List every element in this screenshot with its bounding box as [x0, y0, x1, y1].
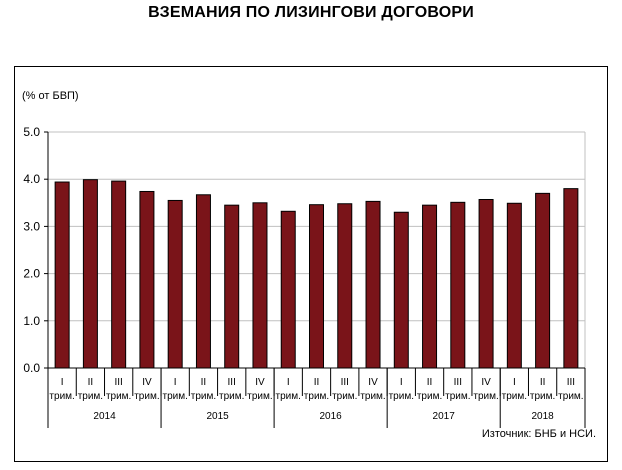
- x-tick-sublabel: трим.: [134, 391, 159, 402]
- x-tick-sublabel: трим.: [219, 391, 244, 402]
- x-tick-sublabel: трим.: [530, 391, 555, 402]
- x-tick-sublabel: трим.: [247, 391, 272, 402]
- y-tick-label: 3.0: [23, 219, 40, 233]
- x-tick-label: I: [400, 377, 403, 388]
- bar: [563, 188, 579, 369]
- x-tick-label: IV: [255, 377, 265, 388]
- x-tick-sublabel: трим.: [332, 391, 357, 402]
- x-tick-label: II: [540, 377, 546, 388]
- x-tick-label: II: [88, 377, 94, 388]
- x-tick-label: III: [567, 377, 575, 388]
- bar: [111, 180, 127, 369]
- bar: [82, 179, 98, 369]
- year-label: 2017: [433, 411, 456, 422]
- year-label: 2014: [93, 411, 116, 422]
- x-tick-sublabel: трим.: [389, 391, 414, 402]
- x-tick-label: II: [427, 377, 433, 388]
- x-tick-label: I: [287, 377, 290, 388]
- bar: [393, 211, 409, 369]
- bar: [252, 202, 268, 369]
- bar: [478, 198, 494, 369]
- x-tick-label: IV: [368, 377, 378, 388]
- x-tick-sublabel: трим.: [502, 391, 527, 402]
- x-tick-label: IV: [481, 377, 491, 388]
- x-tick-label: III: [228, 377, 236, 388]
- x-tick-sublabel: трим.: [417, 391, 442, 402]
- x-tick-sublabel: трим.: [304, 391, 329, 402]
- bar: [54, 181, 70, 369]
- bar: [422, 204, 438, 369]
- source-note: Източник: БНБ и НСИ.: [482, 428, 596, 440]
- chart-title: ВЗЕМАНИЯ ПО ЛИЗИНГОВИ ДОГОВОРИ: [148, 4, 474, 21]
- x-tick-sublabel: трим.: [558, 391, 583, 402]
- x-tick-label: IV: [142, 377, 152, 388]
- x-tick-label: II: [201, 377, 207, 388]
- y-tick-label: 2.0: [23, 267, 40, 281]
- x-tick-label: II: [314, 377, 320, 388]
- bar: [450, 201, 466, 369]
- x-tick-sublabel: трим.: [445, 391, 470, 402]
- x-tick-sublabel: трим.: [473, 391, 498, 402]
- y-tick-label: 1.0: [23, 314, 40, 328]
- x-tick-sublabel: трим.: [191, 391, 216, 402]
- y-tick-label: 5.0: [23, 125, 40, 139]
- bar: [506, 202, 522, 369]
- x-tick-sublabel: трим.: [276, 391, 301, 402]
- y-tick-label: 4.0: [23, 172, 40, 186]
- bar: [139, 190, 155, 369]
- bar: [309, 204, 324, 369]
- bar: [535, 192, 551, 369]
- year-label: 2018: [531, 411, 554, 422]
- bar: [365, 200, 381, 369]
- y-tick-label: 0.0: [23, 361, 40, 375]
- x-tick-sublabel: трим.: [106, 391, 131, 402]
- year-label: 2016: [320, 411, 343, 422]
- bars: [54, 179, 579, 369]
- x-tick-label: III: [341, 377, 349, 388]
- bar: [195, 194, 211, 369]
- bar: [280, 210, 296, 369]
- x-tick-label: I: [174, 377, 177, 388]
- x-tick-label: III: [114, 377, 122, 388]
- bar: [167, 199, 183, 369]
- bar: [337, 203, 353, 369]
- chart-frame: [14, 66, 608, 462]
- x-tick-sublabel: трим.: [78, 391, 103, 402]
- y-axis-ticks: 0.0 1.0 2.0 3.0 4.0 5.0: [23, 125, 48, 375]
- x-tick-sublabel: трим.: [162, 391, 187, 402]
- x-tick-sublabel: трим.: [49, 391, 74, 402]
- y-axis-label: (% от БВП): [22, 90, 79, 102]
- x-tick-label: I: [61, 377, 64, 388]
- x-axis: Iтрим.IIтрим.IIIтрим.IVтрим.Iтрим.IIтрим…: [47, 132, 586, 428]
- bar: [224, 204, 240, 369]
- x-tick-label: III: [454, 377, 462, 388]
- x-tick-sublabel: трим.: [360, 391, 385, 402]
- x-tick-label: I: [513, 377, 516, 388]
- year-label: 2015: [206, 411, 229, 422]
